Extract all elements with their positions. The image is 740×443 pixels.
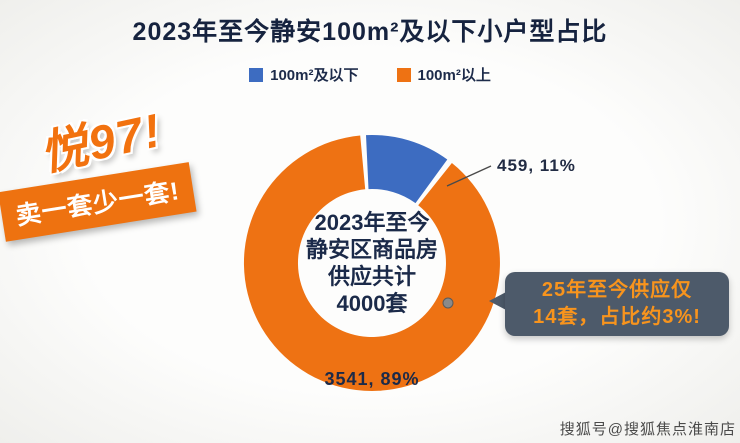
slice-label-over100: 3541, 89% <box>324 369 420 389</box>
callout-line-2: 14套，占比约3%! <box>533 306 701 328</box>
legend-label-over100: 100m²以上 <box>417 67 491 84</box>
watermark: 搜狐号@搜狐焦点淮南店 <box>559 421 736 438</box>
legend-label-under100: 100m²及以下 <box>270 67 359 84</box>
callout-bubble: 25年至今供应仅 14套，占比约3%! <box>505 272 729 336</box>
chart-title: 2023年至今静安100m²及以下小户型占比 <box>132 18 608 46</box>
leader-line <box>446 165 492 187</box>
callout-line-1: 25年至今供应仅 <box>541 279 693 301</box>
center-line-2: 静安区商品房 <box>305 237 438 262</box>
legend-swatch-blue <box>249 67 264 82</box>
slice-label-under100: 459, 11% <box>497 156 576 175</box>
center-line-4: 4000套 <box>336 291 408 316</box>
legend-item-over100: 100m²以上 <box>396 64 491 85</box>
legend-item-under100: 100m²及以下 <box>249 64 359 85</box>
center-line-3: 供应共计 <box>327 264 416 289</box>
donut-slice-under100 <box>366 134 448 204</box>
legend-swatch-orange <box>396 67 411 82</box>
center-line-1: 2023年至今 <box>314 210 430 235</box>
legend: 100m²及以下 100m²以上 <box>0 64 740 85</box>
donut-slice-over100 <box>243 135 500 391</box>
donut-center-text: 2023年至今 静安区商品房 供应共计 4000套 <box>262 209 482 317</box>
callout-pointer <box>489 290 510 312</box>
callout-anchor-dot <box>442 297 454 309</box>
